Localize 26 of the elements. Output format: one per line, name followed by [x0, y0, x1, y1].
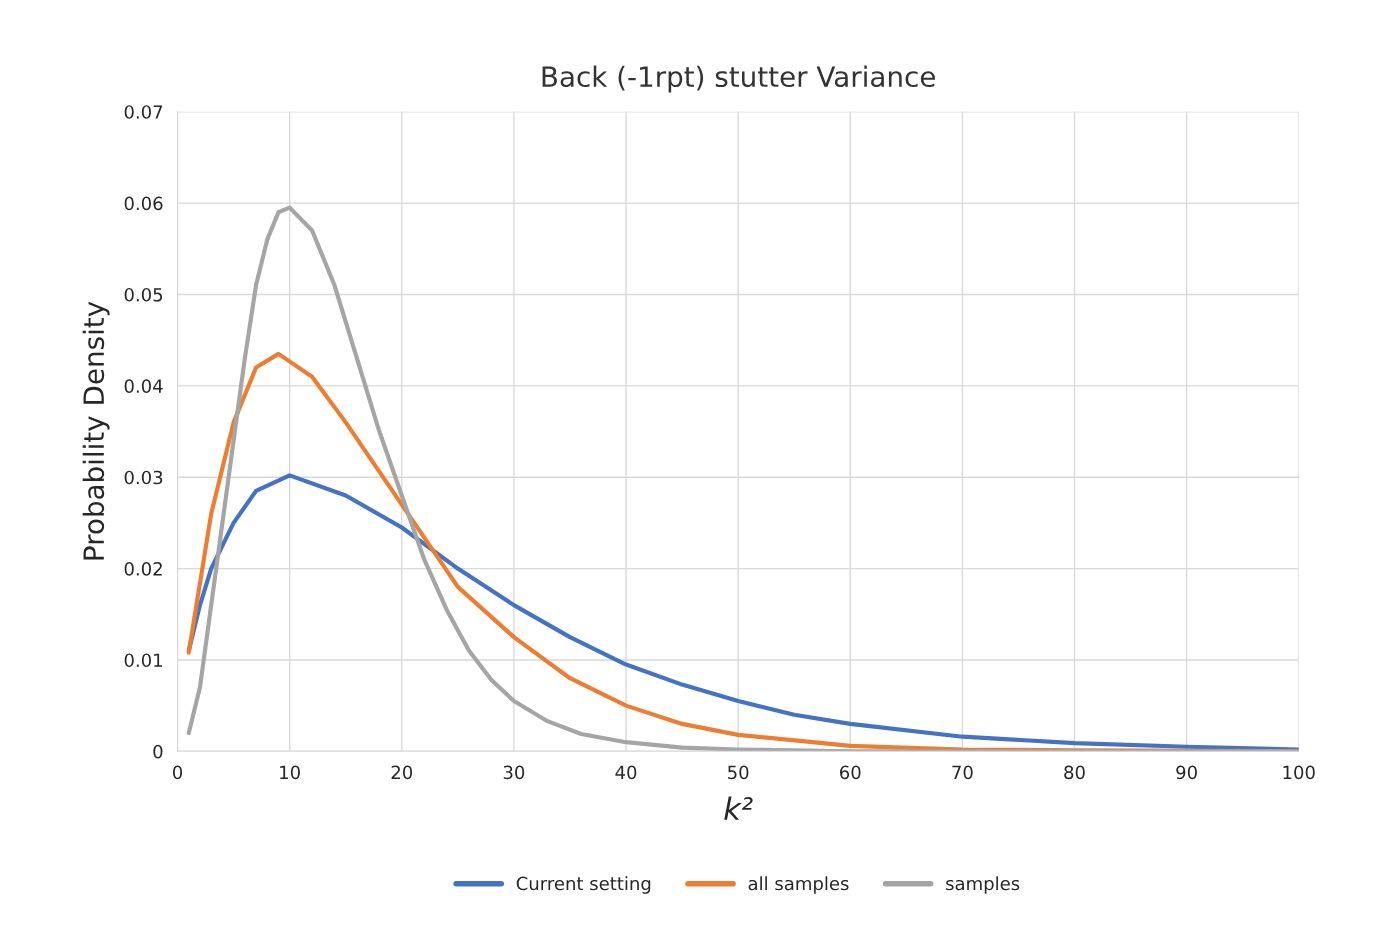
x-tick-label: 80: [1064, 765, 1085, 780]
x-tick-label: 10: [280, 765, 300, 780]
chart-title: Back (-1rpt) stutter Variance: [542, 65, 935, 93]
x-tick-label: 70: [952, 765, 973, 780]
x-tick-label: 60: [840, 765, 861, 780]
y-tick-label: 0.07: [124, 105, 163, 119]
legend-label: Current setting: [516, 876, 651, 894]
legend-label: all samples: [748, 876, 849, 894]
x-tick-label: 40: [615, 765, 637, 780]
x-tick-label: 20: [391, 765, 413, 780]
x-tick-label: 50: [728, 765, 749, 780]
y-tick-label: 0.05: [124, 287, 163, 302]
x-tick-label: 100: [1283, 765, 1315, 780]
y-tick-label: 0: [153, 744, 163, 759]
line-series: [186, 205, 1299, 752]
y-tick-label: 0.04: [124, 379, 163, 393]
x-tick-label: 90: [1176, 765, 1197, 780]
x-tick-label: 0: [172, 765, 183, 780]
y-tick-label: 0.01: [124, 653, 162, 668]
y-axis-title: Probability Density: [82, 301, 110, 560]
y-tick-label: 0.06: [124, 196, 163, 211]
y-tick-label: 0.03: [124, 470, 163, 485]
x-axis-title: k²: [724, 796, 753, 820]
legend-label: samples: [946, 876, 1020, 894]
y-tick-label: 0.02: [124, 562, 162, 576]
x-tick-label: 30: [503, 765, 525, 780]
